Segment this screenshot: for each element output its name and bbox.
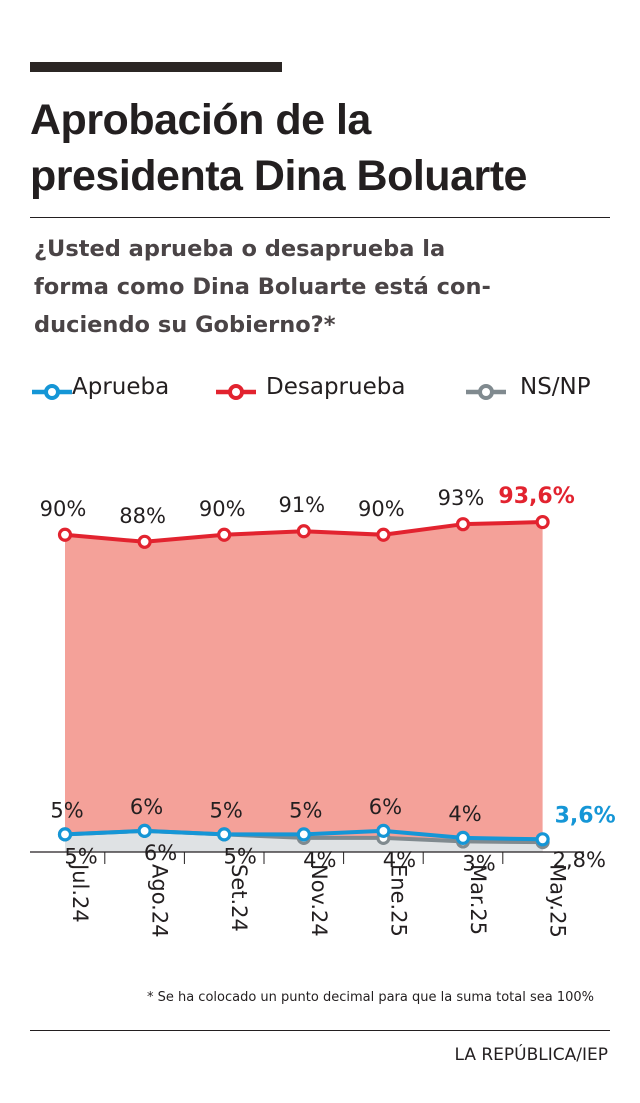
legend-label-nsnp: NS/NP	[520, 374, 591, 400]
desaprueba-point-may-25	[535, 514, 550, 530]
title-divider	[30, 217, 610, 218]
desaprueba-label-nov-24: 91%	[278, 493, 325, 517]
nsnp-label-may-25: 2,8%	[553, 848, 606, 872]
desaprueba-point-set-24	[217, 527, 232, 542]
nsnp-label-nov-24: 4%	[303, 848, 336, 872]
desaprueba-point-ene-25	[376, 527, 391, 542]
x-tick-label-ene-25: Ene.25	[386, 864, 410, 937]
nsnp-label-ago-24: 6%	[144, 841, 177, 865]
chart-legend: Aprueba Desaprueba NS/NP	[0, 370, 640, 410]
desaprueba-label-ene-25: 90%	[358, 497, 405, 521]
aprueba-point-mar-25	[455, 830, 471, 845]
desaprueba-point-ago-24	[137, 534, 152, 549]
aprueba-label-mar-25: 4%	[448, 802, 481, 826]
aprueba-label-ene-25: 6%	[369, 795, 402, 819]
question-line-2: forma como Dina Boluarte está con-	[34, 274, 491, 300]
nsnp-label-mar-25: 3%	[462, 851, 495, 875]
desaprueba-point-mar-25	[455, 517, 471, 532]
desaprueba-label-ago-24: 88%	[119, 504, 166, 528]
desaprueba-area	[65, 522, 543, 852]
legend-marker-desaprueba-icon	[216, 384, 256, 400]
question-line-1: ¿Usted aprueba o desaprueba la	[34, 236, 446, 262]
x-tick-label-set-24: Set.24	[227, 864, 251, 932]
desaprueba-label-mar-25: 93%	[438, 486, 485, 510]
desaprueba-label-set-24: 90%	[199, 497, 246, 521]
aprueba-point-set-24	[217, 827, 232, 842]
question-line-3: duciendo su Gobierno?*	[34, 312, 336, 338]
aprueba-point-ago-24	[137, 823, 152, 838]
nsnp-label-set-24: 5%	[224, 844, 257, 868]
x-tick-label-jul-24: Jul.24	[68, 862, 92, 923]
desaprueba-point-nov-24	[296, 524, 311, 539]
top-accent-bar	[30, 62, 282, 72]
aprueba-label-may-25: 3,6%	[555, 803, 616, 828]
aprueba-label-set-24: 5%	[210, 798, 243, 822]
desaprueba-label-may-25: 93,6%	[498, 484, 574, 509]
desaprueba-point-jul-24	[57, 527, 73, 542]
approval-line-chart: 90% 88% 90% 91% 90% 93% 93,6% 5% 6% 5% 5% 6% 4% 3,6% 5…	[30, 484, 616, 938]
nsnp-label-jul-24: 5%	[64, 844, 97, 868]
aprueba-label-nov-24: 5%	[289, 798, 322, 822]
nsnp-label-ene-25: 4%	[383, 848, 416, 872]
aprueba-point-ene-25	[376, 823, 391, 838]
x-tick-label-may-25: May.25	[546, 864, 570, 938]
legend-label-aprueba: Aprueba	[72, 374, 170, 400]
x-tick-label-nov-24: Nov.24	[307, 864, 331, 937]
aprueba-point-may-25	[535, 832, 550, 847]
legend-label-desaprueba: Desaprueba	[266, 374, 406, 400]
title-line-2: presidenta Dina Boluarte	[30, 152, 527, 200]
aprueba-label-jul-24: 5%	[50, 798, 83, 822]
aprueba-point-jul-24	[57, 827, 73, 842]
legend-marker-nsnp-icon	[466, 384, 506, 400]
legend-marker-aprueba-icon	[32, 384, 72, 400]
x-tick-label-mar-25: Mar.25	[466, 864, 490, 935]
desaprueba-label-jul-24: 90%	[40, 497, 87, 521]
title-line-1: Aprobación de la	[30, 96, 371, 144]
survey-question: ¿Usted aprueba o desaprueba la forma com…	[34, 230, 604, 344]
aprueba-point-nov-24	[296, 827, 311, 842]
x-tick-label-ago-24: Ago.24	[148, 864, 172, 938]
footer-divider	[30, 1030, 610, 1031]
page-title: Aprobación de la presidenta Dina Boluart…	[30, 92, 620, 204]
aprueba-label-ago-24: 6%	[130, 795, 163, 819]
footnote: * Se ha colocado un punto decimal para q…	[146, 990, 594, 1005]
source-credit: LA REPÚBLICA/IEP	[454, 1045, 608, 1065]
